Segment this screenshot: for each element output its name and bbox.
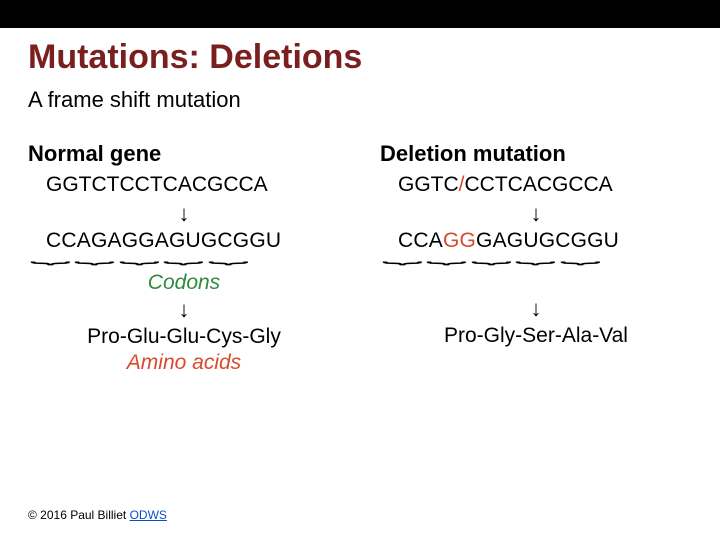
slide-subtitle: A frame shift mutation (28, 87, 692, 113)
normal-dna: GGTCTCCTCACGCCA (28, 173, 340, 197)
top-black-bar (0, 0, 720, 28)
deletion-heading: Deletion mutation (380, 141, 692, 167)
brace-icon: ⏟ (382, 251, 423, 258)
brace-icon: ⏟ (471, 251, 512, 258)
brace-icon: ⏟ (515, 251, 556, 258)
normal-amino-acids: Pro-Glu-Glu-Cys-Gly (28, 325, 340, 349)
deletion-column: Deletion mutation GGTC/CCTCACGCCA ↓ CCAG… (380, 141, 692, 375)
deletion-arrow2: ↓ (380, 296, 692, 322)
amino-acids-label: Amino acids (28, 351, 340, 375)
brace-icon: ⏟ (560, 251, 601, 258)
slide-title: Mutations: Deletions (28, 38, 692, 77)
brace-icon: ⏟ (119, 251, 160, 258)
normal-arrow2: ↓ (28, 297, 340, 323)
deletion-dna: GGTC/CCTCACGCCA (380, 173, 692, 197)
deletion-dna-pre: GGTC (398, 173, 459, 196)
spacer (380, 269, 692, 294)
normal-heading: Normal gene (28, 141, 340, 167)
normal-gene-column: Normal gene GGTCTCCTCACGCCA ↓ CCAGAGGAGU… (28, 141, 340, 375)
deletion-amino-acids: Pro-Gly-Ser-Ala-Val (380, 324, 692, 348)
odws-link[interactable]: ODWS (130, 508, 167, 522)
brace-icon: ⏟ (163, 251, 204, 258)
normal-arrow1: ↓ (28, 201, 340, 227)
deletion-dna-post: CCTCACGCCA (465, 173, 613, 196)
brace-icon: ⏟ (74, 251, 115, 258)
footer: © 2016 Paul Billiet ODWS (28, 508, 167, 522)
brace-icon: ⏟ (426, 251, 467, 258)
deletion-arrow1: ↓ (380, 201, 692, 227)
slide-content: Mutations: Deletions A frame shift mutat… (0, 28, 720, 375)
normal-codon-braces: ⏟⏟⏟⏟⏟ (28, 251, 340, 269)
copyright-text: © 2016 Paul Billiet (28, 508, 130, 522)
brace-icon: ⏟ (208, 251, 249, 258)
brace-icon: ⏟ (30, 251, 71, 258)
deletion-codon-braces: ⏟⏟⏟⏟⏟ (380, 251, 692, 269)
columns-wrapper: Normal gene GGTCTCCTCACGCCA ↓ CCAGAGGAGU… (28, 141, 692, 375)
codons-label: Codons (28, 271, 340, 295)
